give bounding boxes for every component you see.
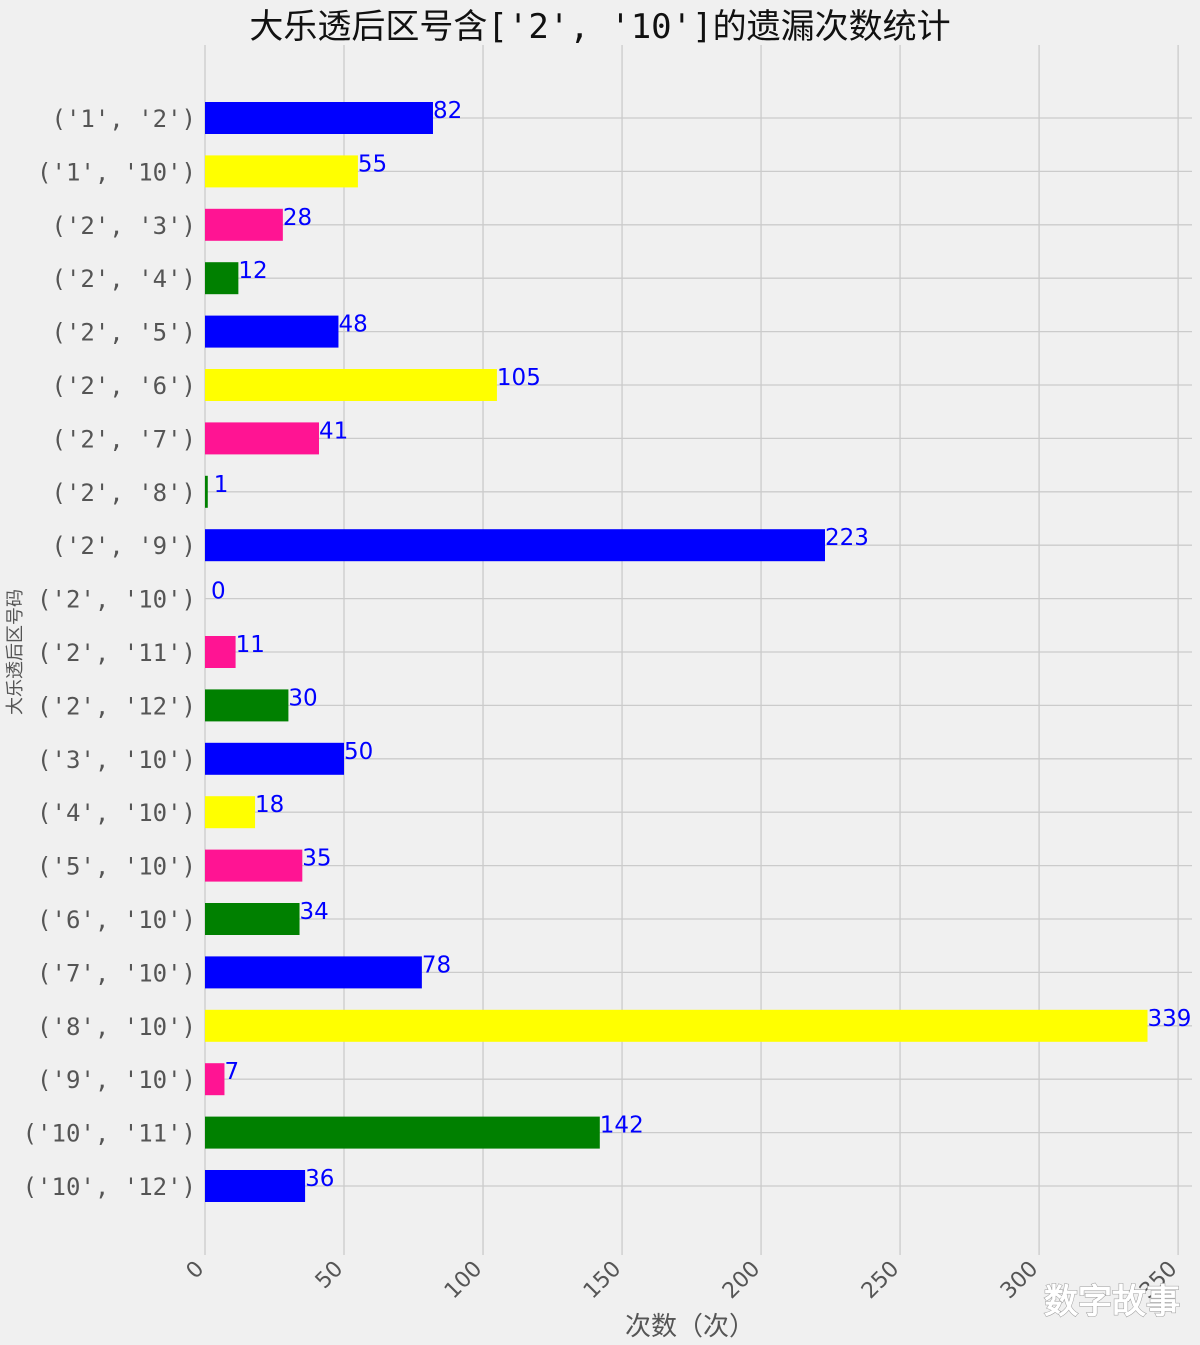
bar <box>205 102 433 134</box>
y-tick-label: ('2', '8') <box>52 479 197 507</box>
y-tick-label: ('2', '7') <box>52 425 197 453</box>
value-label: 0 <box>211 579 226 605</box>
y-tick-label: ('1', '2') <box>52 105 197 133</box>
value-label: 48 <box>338 312 367 338</box>
y-tick-label: ('1', '10') <box>37 158 196 186</box>
value-label: 18 <box>255 792 284 818</box>
bar <box>205 475 208 508</box>
y-tick-label: ('10', '12') <box>23 1173 196 1201</box>
value-label: 35 <box>302 846 331 872</box>
y-axis-label: 大乐透后区号码 <box>5 589 26 715</box>
y-tick-label: ('2', '5') <box>52 319 197 347</box>
value-label: 11 <box>236 632 265 658</box>
chart-title: 大乐透后区号含['2', '10']的遗漏次数统计 <box>249 7 950 47</box>
value-label: 50 <box>344 739 373 765</box>
bars <box>205 102 1148 1202</box>
y-tick-label: ('5', '10') <box>37 853 196 881</box>
bar <box>205 1009 1148 1042</box>
value-label: 105 <box>497 365 541 391</box>
y-tick-label: ('2', '3') <box>52 212 197 240</box>
bar <box>205 1170 306 1202</box>
bar <box>205 315 339 348</box>
bar <box>205 689 289 722</box>
value-label: 142 <box>600 1113 644 1139</box>
value-label: 28 <box>283 205 312 231</box>
bar <box>205 529 826 562</box>
bar <box>205 369 497 401</box>
bar <box>205 208 283 241</box>
y-tick-label: ('7', '10') <box>37 959 196 987</box>
y-tick-label: ('6', '10') <box>37 906 196 934</box>
y-tick-label: ('8', '10') <box>37 1013 196 1041</box>
bar <box>205 742 345 775</box>
value-label: 41 <box>319 418 348 444</box>
value-labels: 82 55 28 12 48 105 41 1 223 0 11 30 50 18 35 34 78 339 7 14… <box>211 98 1191 1192</box>
bar <box>205 849 303 882</box>
y-tick-labels: ('1', '2') ('1', '10') ('2', '3') ('2', '4'… <box>23 105 196 1201</box>
y-tick-label: ('2', '4') <box>52 265 197 293</box>
value-label: 34 <box>300 899 329 925</box>
bar <box>205 155 358 188</box>
value-label: 1 <box>214 472 229 498</box>
value-label: 7 <box>224 1059 239 1085</box>
value-label: 78 <box>422 952 451 978</box>
value-label: 55 <box>358 151 387 177</box>
bar <box>205 262 239 295</box>
y-tick-label: ('2', '12') <box>37 692 196 720</box>
y-tick-label: ('4', '10') <box>37 799 196 827</box>
bar <box>205 636 236 668</box>
watermark-text: 数字故事 <box>1044 1282 1180 1322</box>
bar <box>205 1116 600 1149</box>
value-label: 339 <box>1148 1006 1192 1032</box>
y-tick-label: ('10', '11') <box>23 1120 196 1148</box>
y-tick-label: ('3', '10') <box>37 746 196 774</box>
bar <box>205 422 319 455</box>
y-tick-label: ('2', '10') <box>37 586 196 614</box>
value-label: 30 <box>288 685 317 711</box>
y-tick-label: ('9', '10') <box>37 1066 196 1094</box>
value-label: 36 <box>305 1166 334 1192</box>
bar <box>205 1063 225 1096</box>
bar <box>205 956 422 989</box>
bar <box>205 796 256 829</box>
bar <box>205 903 300 935</box>
value-label: 12 <box>238 258 267 284</box>
y-tick-label: ('2', '9') <box>52 532 197 560</box>
y-tick-label: ('2', '6') <box>52 372 197 400</box>
value-label: 223 <box>825 525 869 551</box>
y-tick-label: ('2', '11') <box>37 639 196 667</box>
x-axis-label: 次数（次） <box>625 1312 755 1342</box>
value-label: 82 <box>433 98 462 124</box>
